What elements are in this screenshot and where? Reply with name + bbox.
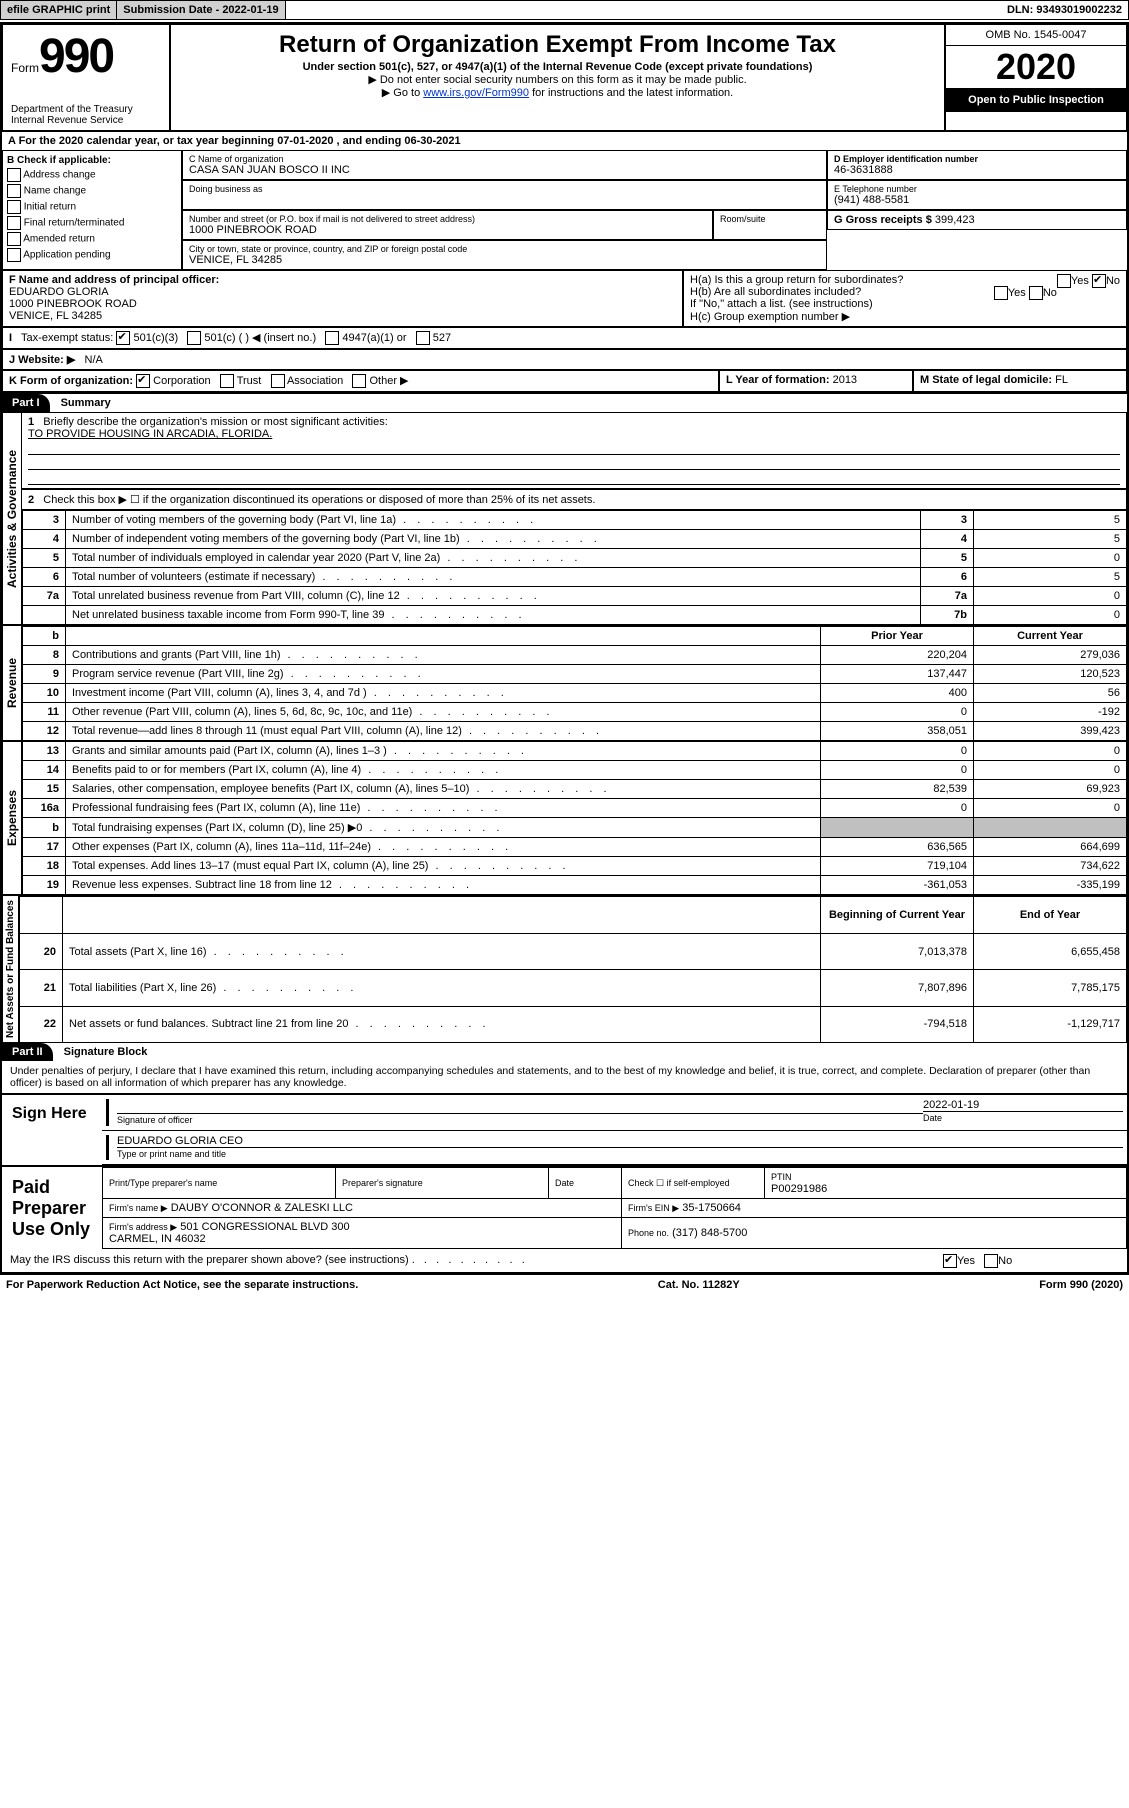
part1-header-row: Part I Summary: [2, 392, 1127, 412]
firm-ein: 35-1750664: [682, 1202, 741, 1214]
section-a: A For the 2020 calendar year, or tax yea…: [2, 131, 1127, 150]
city-cell: City or town, state or province, country…: [182, 240, 827, 270]
preparer-table: Print/Type preparer's name Preparer's si…: [102, 1167, 1127, 1249]
line2-cell: 2 Check this box ▶ ☐ if the organization…: [22, 489, 1127, 510]
website-row: J Website: ▶ N/A: [2, 349, 1127, 370]
part2-badge: Part II: [2, 1043, 53, 1061]
check-initial[interactable]: Initial return: [7, 200, 177, 214]
form-subtitle: Under section 501(c), 527, or 4947(a)(1)…: [179, 61, 936, 73]
tax-year: 2020: [946, 46, 1126, 88]
irs-link[interactable]: www.irs.gov/Form990: [423, 87, 529, 99]
open-inspection: Open to Public Inspection: [946, 88, 1126, 112]
address-cell: Number and street (or P.O. box if mail i…: [182, 210, 713, 240]
check-501c3[interactable]: [116, 331, 130, 345]
form-label: Form: [11, 61, 39, 75]
check-applicable: B Check if applicable: Address change Na…: [2, 150, 182, 270]
omb-number: OMB No. 1545-0047: [946, 25, 1126, 46]
revenue-table: bPrior YearCurrent Year8Contributions an…: [22, 625, 1127, 741]
firm-phone: (317) 848-5700: [672, 1227, 747, 1239]
room-cell: Room/suite: [713, 210, 827, 240]
website-value: N/A: [85, 354, 103, 366]
check-other[interactable]: [352, 374, 366, 388]
side-expenses: Expenses: [2, 741, 22, 895]
check-amended[interactable]: Amended return: [7, 232, 177, 246]
netassets-table: Beginning of Current YearEnd of Year20To…: [19, 895, 1127, 1043]
form-number-box: Form990 Department of the Treasury Inter…: [2, 24, 170, 131]
ptin-value: P00291986: [771, 1183, 827, 1195]
part1-title: Summary: [53, 394, 119, 412]
dba-cell: Doing business as: [182, 180, 827, 210]
footer-right: Form 990 (2020): [1039, 1279, 1123, 1291]
checkif-label: B Check if applicable:: [7, 155, 111, 166]
paid-preparer-label: Paid Preparer Use Only: [2, 1167, 102, 1250]
check-final[interactable]: Final return/terminated: [7, 216, 177, 230]
info-grid: B Check if applicable: Address change Na…: [2, 150, 1127, 270]
tax-exempt-row: I Tax-exempt status: 501(c)(3) 501(c) ( …: [2, 327, 1127, 349]
org-city: VENICE, FL 34285: [189, 254, 820, 266]
ein-cell: D Employer identification number 46-3631…: [827, 150, 1127, 180]
form-org-row: K Form of organization: Corporation Trus…: [2, 370, 719, 392]
phone-cell: E Telephone number (941) 488-5581: [827, 180, 1127, 210]
line1-cell: 1 Briefly describe the organization's mi…: [22, 412, 1127, 489]
mission-text: TO PROVIDE HOUSING IN ARCADIA, FLORIDA.: [28, 428, 272, 440]
form-title: Return of Organization Exempt From Incom…: [179, 31, 936, 59]
part2-header-row: Part II Signature Block: [2, 1043, 1127, 1061]
check-assoc[interactable]: [271, 374, 285, 388]
discuss-yes[interactable]: [943, 1254, 957, 1268]
submission-date: Submission Date - 2022-01-19: [117, 1, 285, 19]
footer-left: For Paperwork Reduction Act Notice, see …: [6, 1279, 358, 1291]
top-bar: efile GRAPHIC print Submission Date - 20…: [0, 0, 1129, 20]
officer-cell: F Name and address of principal officer:…: [2, 270, 683, 327]
gross-cell: G Gross receipts $ 399,423: [827, 210, 1127, 230]
sig-date: 2022-01-19: [923, 1099, 1123, 1111]
phone-value: (941) 488-5581: [834, 194, 1120, 206]
part1-badge: Part I: [2, 394, 50, 412]
side-governance: Activities & Governance: [2, 412, 22, 625]
check-501c[interactable]: [187, 331, 201, 345]
group-h: H(a) Is this a group return for subordin…: [683, 270, 1127, 327]
footer-mid: Cat. No. 11282Y: [658, 1279, 740, 1291]
officer-addr: 1000 PINEBROOK ROAD VENICE, FL 34285: [9, 298, 137, 322]
discuss-row: May the IRS discuss this return with the…: [2, 1250, 1127, 1272]
dln: DLN: 93493019002232: [1001, 1, 1128, 19]
form-container: Form990 Department of the Treasury Inter…: [0, 22, 1129, 1274]
check-527[interactable]: [416, 331, 430, 345]
perjury-text: Under penalties of perjury, I declare th…: [2, 1061, 1127, 1093]
header-center: Return of Organization Exempt From Incom…: [170, 24, 945, 131]
note-2: ▶ Go to www.irs.gov/Form990 for instruct…: [179, 86, 936, 99]
gross-value: 399,423: [935, 214, 975, 226]
sign-here-label: Sign Here: [2, 1095, 102, 1165]
officer-name: EDUARDO GLORIA: [9, 286, 109, 298]
footer: For Paperwork Reduction Act Notice, see …: [0, 1274, 1129, 1295]
side-revenue: Revenue: [2, 625, 22, 741]
part2-title: Signature Block: [56, 1043, 156, 1061]
ein-value: 46-3631888: [834, 164, 1120, 176]
check-pending[interactable]: Application pending: [7, 248, 177, 262]
check-name[interactable]: Name change: [7, 184, 177, 198]
org-address: 1000 PINEBROOK ROAD: [189, 224, 706, 236]
check-corp[interactable]: [136, 374, 150, 388]
efile-button[interactable]: efile GRAPHIC print: [1, 1, 117, 19]
org-name: CASA SAN JUAN BOSCO II INC: [189, 164, 820, 176]
header-right: OMB No. 1545-0047 2020 Open to Public In…: [945, 24, 1127, 131]
dept-label: Department of the Treasury Internal Reve…: [11, 104, 161, 126]
expenses-table: 13Grants and similar amounts paid (Part …: [22, 741, 1127, 895]
year-formed: L Year of formation: 2013: [719, 370, 913, 392]
org-name-cell: C Name of organization CASA SAN JUAN BOS…: [182, 150, 827, 180]
governance-table: 3Number of voting members of the governi…: [22, 510, 1127, 625]
note-1: ▶ Do not enter social security numbers o…: [179, 73, 936, 86]
discuss-no[interactable]: [984, 1254, 998, 1268]
sign-here-section: Sign Here Signature of officer 2022-01-1…: [2, 1093, 1127, 1165]
form-990: 990: [39, 30, 113, 83]
sig-officer-label: Signature of officer: [117, 1115, 192, 1125]
side-netassets: Net Assets or Fund Balances: [2, 895, 19, 1043]
paid-preparer-section: Paid Preparer Use Only Print/Type prepar…: [2, 1165, 1127, 1250]
firm-name: DAUBY O'CONNOR & ZALESKI LLC: [171, 1202, 353, 1214]
check-trust[interactable]: [220, 374, 234, 388]
check-address[interactable]: Address change: [7, 168, 177, 182]
officer-name-title: EDUARDO GLORIA CEO: [117, 1135, 1123, 1147]
check-4947[interactable]: [325, 331, 339, 345]
domicile: M State of legal domicile: FL: [913, 370, 1127, 392]
